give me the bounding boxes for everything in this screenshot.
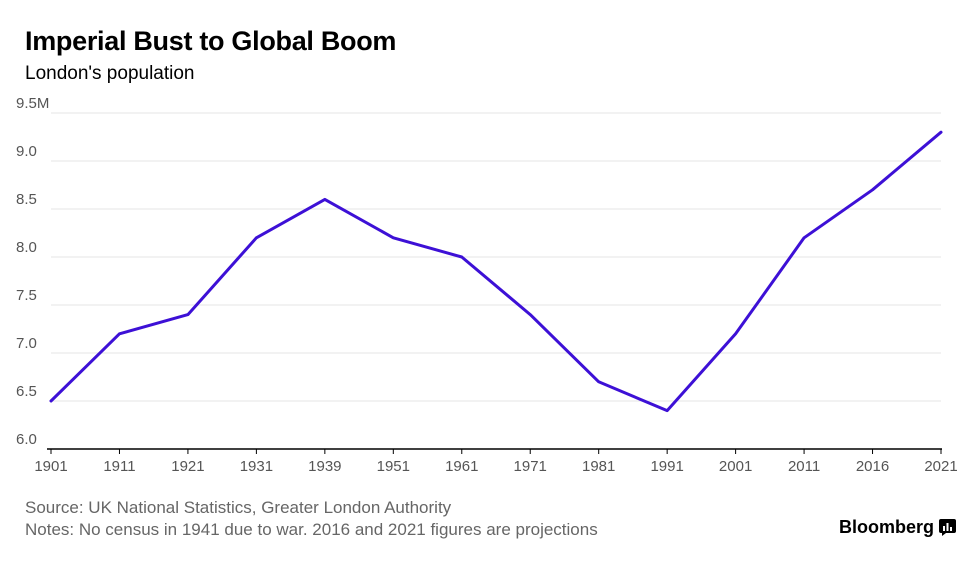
notes-text: Notes: No census in 1941 due to war. 201… [25,520,598,539]
series [49,130,943,413]
data-point [529,313,532,316]
x-tick-label: 2016 [856,458,889,475]
chart-title: Imperial Bust to Global Boom [25,26,397,56]
y-tick-label: 7.5 [16,287,37,304]
data-point [734,332,737,335]
y-tick-label: 9.5M [16,95,49,112]
data-point [802,236,806,239]
data-point [939,131,943,134]
data-point [597,380,600,383]
y-tick-label: 6.0 [16,431,37,448]
x-tick-label: 1991 [650,458,683,475]
data-point [49,399,53,403]
brand-logo: Bloomberg [839,517,956,538]
data-point [255,236,258,239]
series-line-population [49,130,943,413]
x-tick-label: 1901 [34,458,67,475]
y-tick-label: 6.5 [16,383,37,400]
x-tick-label: 1981 [582,458,615,475]
data-point [323,198,327,201]
x-tick-label: 1911 [103,458,135,475]
x-axis-ticks: 1901 1911 1921 1931 1939 1951 1961 1971 1981 1991… [34,449,958,475]
y-tick-label: 7.0 [16,335,37,352]
x-tick-label: 1939 [308,458,341,475]
y-axis-tick-labels: 6.0 6.5 7.0 7.5 8.0 8.5 9.0 9.5M [16,95,49,448]
y-tick-label: 8.0 [16,239,37,256]
brand-name: Bloomberg [838,517,934,537]
source-text: Source: UK National Statistics, Greater … [25,498,452,517]
bloomberg-chart-icon [939,519,956,536]
x-tick-label: 1961 [445,458,478,475]
x-tick-label: 1951 [377,458,410,475]
grid-lines [51,112,941,402]
data-point [186,313,190,316]
source-note: Source: UK National Statistics, Greater … [25,497,598,541]
x-tick-label: 2011 [788,458,820,475]
y-tick-label: 9.0 [16,143,37,160]
chart-subtitle: London's population [25,63,195,84]
data-point [871,188,874,191]
x-tick-label: 2021 [924,458,957,475]
x-tick-label: 2001 [719,458,752,475]
data-point [460,255,463,259]
data-point [665,409,669,412]
data-point [392,236,395,239]
x-tick-label: 1971 [514,458,547,475]
y-tick-label: 8.5 [16,191,37,208]
x-tick-label: 1921 [171,458,204,475]
x-tick-label: 1931 [240,458,273,475]
data-point [118,332,121,335]
